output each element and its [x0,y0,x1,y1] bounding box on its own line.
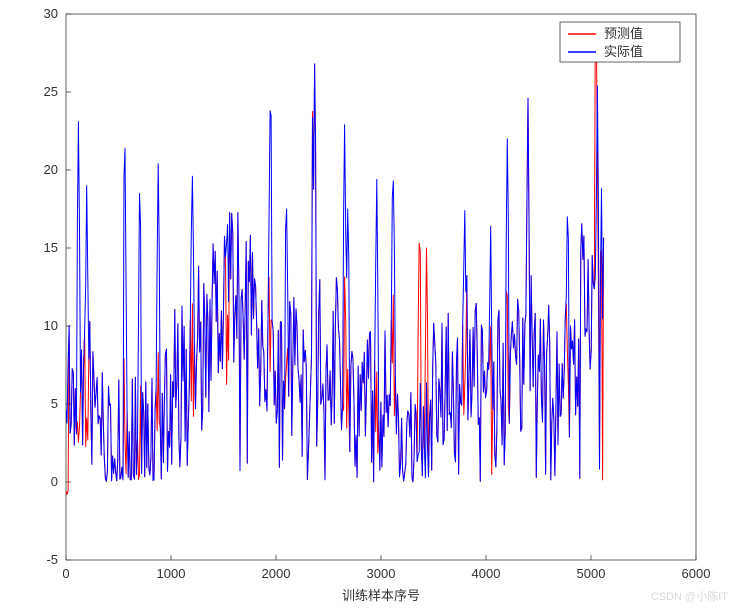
x-tick-label: 2000 [262,566,291,581]
chart-container: { "chart": { "type": "line", "width": 73… [0,0,736,610]
x-tick-label: 4000 [472,566,501,581]
series-group [66,25,604,495]
legend-label: 预测值 [604,26,643,41]
x-tick-label: 3000 [367,566,396,581]
y-tick-label: 20 [44,162,58,177]
y-tick-label: 0 [51,474,58,489]
x-axis-label: 训练样本序号 [342,588,420,603]
legend-label: 实际值 [604,44,643,59]
x-tick-label: 6000 [682,566,711,581]
watermark: CSDN @小陈IT [651,588,728,604]
x-tick-label: 5000 [577,566,606,581]
line-chart: 0 1000 2000 3000 4000 5000 6000 -5 0 5 10 15 20 25 30 训… [0,0,736,610]
chart-legend: 预测值实际值 [560,22,680,62]
y-tick-label: 15 [44,240,58,255]
x-tick-label: 1000 [157,566,186,581]
series-实际值 [66,64,604,482]
y-tick-label: -5 [46,552,58,567]
y-tick-label: 30 [44,6,58,21]
y-tick-label: 25 [44,84,58,99]
x-tick-label: 0 [62,566,69,581]
y-tick-label: 5 [51,396,58,411]
y-tick-label: 10 [44,318,58,333]
